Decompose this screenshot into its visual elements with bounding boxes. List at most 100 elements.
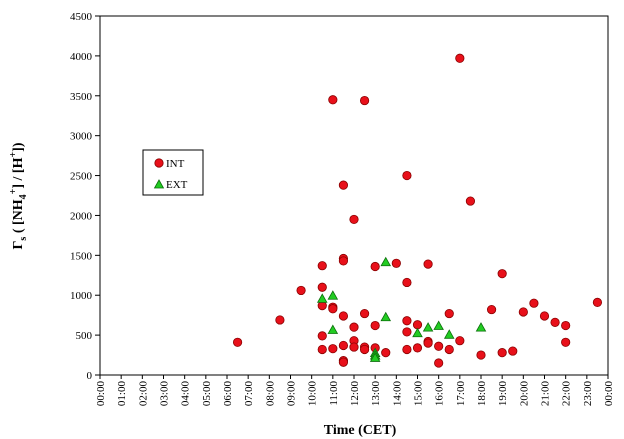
data-point-int (412, 343, 423, 353)
data-point-int (561, 320, 571, 331)
x-tick-label: 03:00 (159, 381, 171, 407)
legend-ext-marker (153, 179, 165, 189)
data-point-int (402, 327, 412, 337)
data-point-int (359, 95, 370, 106)
data-point-int (444, 344, 454, 355)
data-point-int (465, 196, 476, 206)
data-point-ext (443, 329, 455, 339)
y-title-part-7: ]) (11, 142, 26, 152)
y-tick-label: 3000 (70, 131, 93, 143)
data-marks (232, 53, 603, 368)
data-point-int (359, 308, 370, 319)
x-tick-label: 05:00 (201, 381, 213, 407)
data-point-int (434, 341, 444, 351)
data-point-int (370, 261, 380, 272)
data-point-int (497, 269, 507, 279)
legend-box (142, 149, 204, 196)
data-point-int (508, 346, 518, 356)
data-point-int (402, 316, 412, 326)
legend-int-marker (154, 158, 164, 168)
x-tick-label: 22:00 (561, 381, 573, 407)
x-tick-label: 23:00 (582, 381, 594, 407)
data-point-int (423, 259, 433, 269)
data-point-int (518, 307, 528, 317)
x-tick-label: 02:00 (137, 381, 149, 407)
x-tick-label: 04:00 (180, 381, 192, 407)
data-point-int (476, 350, 486, 360)
data-point-int (412, 320, 423, 330)
data-point-int (539, 311, 550, 321)
legend: INT EXT (142, 149, 204, 196)
x-tick-label: 14:00 (391, 381, 403, 407)
data-point-int (328, 95, 338, 105)
data-point-ext (380, 311, 392, 322)
data-point-int (338, 180, 349, 190)
x-tick-label: 00:00 (603, 381, 615, 407)
data-point-int (338, 357, 349, 367)
y-tick-label: 2500 (70, 171, 93, 183)
x-tick-label: 06:00 (222, 381, 234, 407)
data-point-int (317, 282, 327, 292)
data-point-ext (433, 320, 444, 330)
x-tick-label: 00:00 (95, 381, 107, 407)
y-title-part-2: ( [NH (11, 199, 26, 236)
y-title-part-5: ] / [H (11, 157, 26, 188)
y-title-part-0: Γ (11, 241, 26, 250)
x-tick-label: 15:00 (413, 381, 425, 407)
x-tick-label: 17:00 (455, 381, 467, 407)
data-point-int (455, 53, 465, 63)
y-title-part-1: s (18, 237, 29, 241)
data-point-int (232, 337, 243, 347)
data-point-int (529, 298, 539, 308)
y-title-part-4: + (8, 188, 19, 194)
data-point-int (497, 348, 507, 358)
data-point-int (317, 331, 327, 341)
data-point-int (328, 304, 338, 314)
x-tick-label: 07:00 (243, 381, 255, 407)
x-tick-label: 20:00 (518, 381, 530, 407)
data-point-int (423, 338, 433, 348)
data-point-ext (422, 322, 434, 332)
data-point-int (381, 348, 391, 358)
y-title-part-3: 4 (18, 194, 29, 199)
data-point-int (561, 337, 571, 347)
data-point-int (402, 170, 412, 181)
x-tick-label: 09:00 (286, 381, 298, 407)
data-point-int (370, 320, 380, 331)
data-point-ext (327, 324, 339, 334)
data-point-int (359, 344, 370, 355)
y-tick-label: 0 (87, 370, 93, 382)
x-tick-label: 11:00 (328, 381, 340, 406)
data-point-int (328, 344, 338, 354)
y-tick-label: 1000 (70, 290, 93, 302)
legend-ext-label: EXT (166, 179, 188, 191)
legend-int-label: INT (166, 158, 185, 170)
data-point-int (402, 344, 412, 355)
data-point-ext (475, 322, 487, 332)
y-tick-label: 4500 (70, 11, 93, 23)
y-tick-label: 3500 (70, 91, 93, 103)
y-tick-label: 2000 (70, 210, 93, 222)
data-point-int (391, 258, 401, 268)
x-tick-label: 16:00 (434, 381, 446, 407)
data-point-int (455, 336, 465, 346)
data-point-int (550, 317, 560, 327)
axes-layer: 0 500 1000 1500 2000 2500 3000 3500 4000 4500 00:0… (70, 11, 615, 406)
x-tick-label: 21:00 (540, 381, 552, 407)
data-point-ext (316, 293, 328, 303)
data-point-int (434, 358, 444, 368)
data-point-int (349, 342, 359, 352)
data-point-int (349, 322, 359, 332)
x-tick-label: 18:00 (476, 381, 488, 407)
y-axis-title: Γs ( [NH4+] / [H+]) (8, 142, 29, 249)
data-point-int (296, 285, 306, 296)
data-point-ext (327, 290, 339, 300)
x-tick-label: 19:00 (497, 381, 509, 407)
data-point-int (592, 297, 603, 308)
data-point-int (317, 261, 327, 271)
data-point-int (338, 256, 349, 266)
x-tick-label: 13:00 (370, 381, 382, 407)
data-point-ext (412, 327, 423, 338)
data-point-int (444, 308, 454, 319)
